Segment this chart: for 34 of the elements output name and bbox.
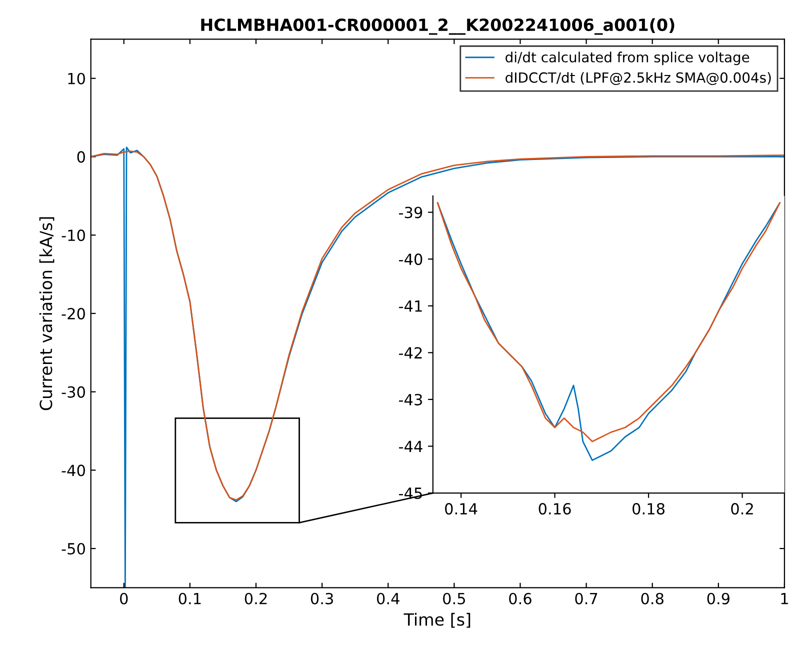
y-tick-label: 0 [77,151,85,163]
legend-label: di/dt calculated from splice voltage [506,52,750,66]
chart-title: HCLMBHA001-CR000001_2__K2002241006_a001(0) [201,18,674,35]
x-tick-label: 0.4 [376,592,400,604]
x-tick-label: 0.7 [575,592,598,604]
x-tick-label: 0.5 [443,592,465,604]
y-tick-label: -20 [62,308,85,320]
x-tick-label: 0.1 [178,592,201,604]
x-tick-label: 0.18 [632,503,664,515]
y-tick-label: -39 [398,206,422,218]
legend-label: dIDCCT/dt (LPF@2.5kHz SMA@0.004s) [506,72,771,86]
y-tick-label: -43 [398,394,422,406]
y-tick-label: -44 [398,440,422,452]
y-tick-label: -41 [398,300,422,312]
x-tick-label: 0.14 [445,503,478,515]
x-tick-label: 0.2 [244,592,267,604]
x-tick-label: 0.6 [509,592,532,604]
y-tick-label: -42 [398,347,422,358]
y-tick-label: -40 [62,464,85,476]
x-tick-label: 0.16 [538,503,571,515]
x-tick-label: 0.8 [641,592,664,604]
y-tick-label: -30 [62,386,85,398]
y-tick-label: -10 [62,230,85,242]
x-tick-label: 1 [781,593,788,604]
y-tick-label: -45 [398,488,422,500]
y-tick-label: -40 [398,254,422,266]
x-axis-title: Time [s] [404,612,470,628]
x-tick-label: 0 [120,592,128,604]
x-tick-label: 0.3 [310,592,333,604]
x-tick-label: 0.2 [731,503,753,515]
y-tick-label: -50 [62,542,85,555]
y-axis-title: Current variation [kA/s] [39,217,54,410]
y-tick-label: 10 [68,72,85,84]
x-tick-label: 0.9 [707,592,730,604]
